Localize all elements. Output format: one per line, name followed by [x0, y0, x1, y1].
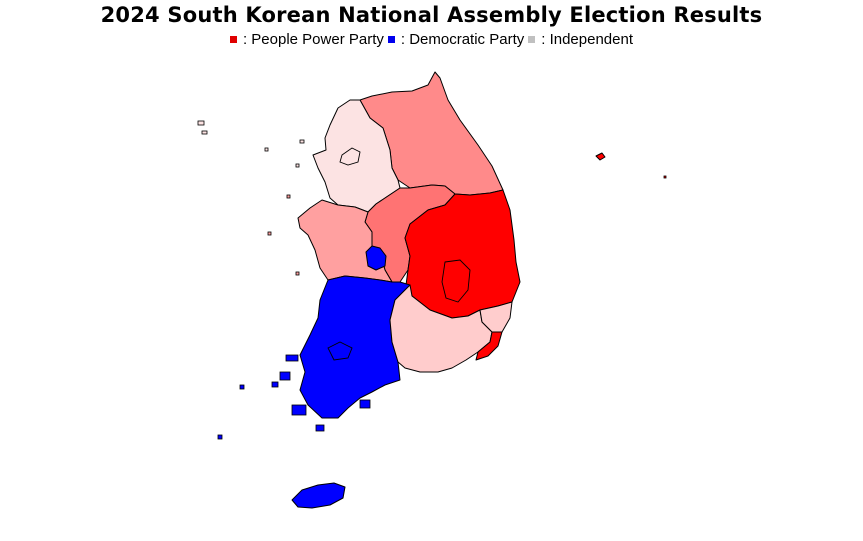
- western-islands: [197, 120, 667, 440]
- dp-swatch: [387, 36, 395, 43]
- legend-label-dp: : Democratic Party: [400, 31, 525, 48]
- gwangju-boundary: [327, 341, 353, 361]
- map-title: 2024 South Korean National Assembly Elec…: [100, 3, 763, 27]
- legend-item-dp: : Democratic Party: [387, 31, 525, 48]
- legend-label-ppp: : People Power Party: [242, 31, 384, 48]
- seoul-boundary: [339, 147, 361, 166]
- region-jeju: [291, 482, 346, 509]
- legend-label-independent: : Independent: [541, 31, 634, 48]
- legend-item-independent: : Independent: [528, 31, 633, 48]
- region-ulsan: [479, 301, 513, 333]
- region-ulleung: [595, 152, 606, 161]
- region-gyeongnam: [389, 284, 493, 373]
- legend: : People Power Party : Democratic Party …: [0, 31, 863, 48]
- region-busan: [475, 331, 503, 361]
- ppp-swatch: [229, 36, 237, 43]
- independent-swatch: [528, 36, 536, 43]
- daegu-boundary: [441, 259, 471, 303]
- region-jeolla: [299, 275, 411, 419]
- region-sejong-daejeon: [365, 245, 387, 271]
- legend-item-ppp: : People Power Party: [229, 31, 384, 48]
